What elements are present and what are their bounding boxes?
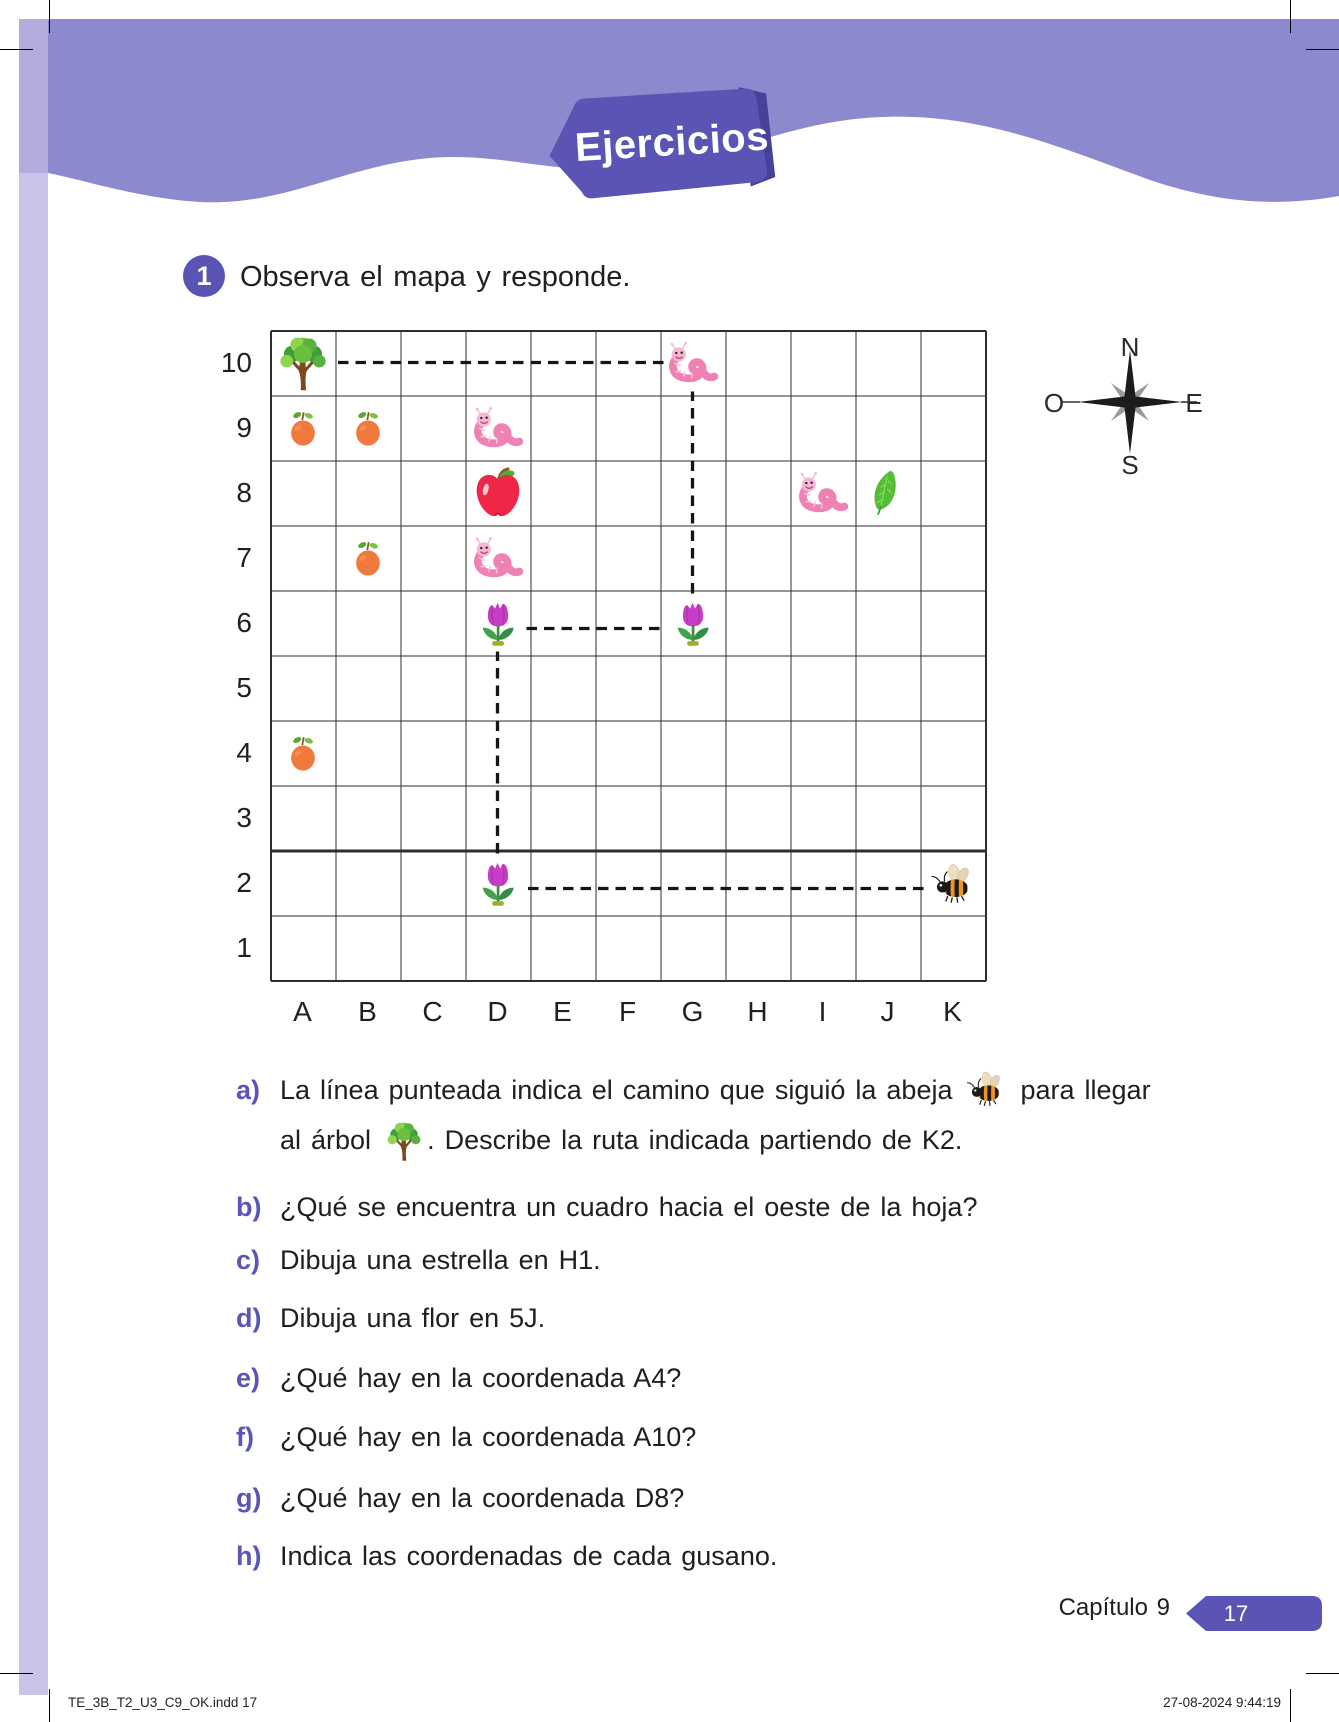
col-label: J: [880, 996, 895, 1027]
question-row-c: c) Dibuja una estrella en H1.: [236, 1235, 1276, 1285]
chapter-label: Capítulo 9: [1058, 1594, 1170, 1621]
row-label: 8: [236, 476, 252, 508]
crop-mark: [1306, 1673, 1339, 1674]
page-number: 17: [1224, 1601, 1248, 1626]
compass-west-label: O: [1044, 388, 1064, 418]
ejercicios-banner: Ejercicios: [549, 87, 776, 199]
row-label: 10: [220, 346, 252, 378]
question-row-f: f) ¿Qué hay en la coordenada A10?: [236, 1412, 1276, 1462]
col-label: K: [943, 996, 962, 1027]
exercise-number-badge: 1: [183, 255, 225, 297]
col-label: F: [618, 996, 637, 1027]
row-label: 6: [236, 606, 252, 638]
tulip-icon: [471, 596, 525, 650]
col-label: I: [818, 996, 827, 1027]
left-stripe: [19, 19, 48, 1695]
orange-icon: [345, 405, 391, 451]
worm-icon: [471, 536, 525, 580]
left-stripe-overlap: [19, 19, 48, 173]
crop-mark: [1306, 49, 1339, 50]
orange-icon: [280, 405, 326, 451]
crop-mark: [0, 1673, 33, 1674]
row-label: 9: [236, 411, 252, 443]
question-text: Dibuja una flor en 5J.: [280, 1303, 546, 1333]
question-text: ¿Qué hay en la coordenada A4?: [280, 1363, 682, 1393]
compass-star-main: [1078, 350, 1182, 454]
page-title: Observa el mapa y responde.: [240, 261, 631, 293]
print-datetime: 27-08-2024 9:44:19: [1163, 1695, 1281, 1710]
crop-mark: [1290, 1689, 1291, 1722]
col-label: E: [553, 996, 572, 1027]
crop-mark: [49, 0, 50, 33]
col-label: G: [681, 996, 704, 1027]
orange-icon: [280, 730, 326, 776]
map-grid: [270, 330, 987, 987]
crop-mark: [49, 1689, 50, 1722]
compass-south-label: S: [1121, 450, 1138, 480]
question-row-g: g) ¿Qué hay en la coordenada D8?: [236, 1473, 1276, 1523]
grid-lines: [270, 330, 987, 982]
worm-icon: [666, 341, 720, 385]
question-letter: e): [236, 1363, 261, 1393]
col-label: C: [422, 996, 443, 1027]
exercise-number: 1: [196, 260, 212, 291]
col-label: D: [487, 996, 508, 1027]
question-row-a: a) La línea punteada indica el camino que…: [236, 1065, 1276, 1165]
question-text: ¿Qué se encuentra un cuadro hacia el oes…: [280, 1192, 978, 1222]
page-number-tag: 17: [1186, 1596, 1322, 1631]
question-row-b: b) ¿Qué se encuentra un cuadro hacia el o…: [236, 1182, 1276, 1232]
col-label: H: [747, 996, 768, 1027]
question-letter: b): [236, 1192, 262, 1222]
col-label: A: [293, 996, 312, 1027]
orange-icon: [345, 535, 391, 581]
question-row-h: h) Indica las coordenadas de cada gusano.: [236, 1531, 1276, 1581]
crop-mark: [1290, 0, 1291, 33]
question-letter: d): [236, 1303, 262, 1333]
leaf-icon: [864, 469, 912, 517]
row-label: 2: [236, 866, 252, 898]
row-label: 7: [236, 541, 252, 573]
bee-icon: [964, 1070, 1008, 1107]
col-label: B: [358, 996, 377, 1027]
question-letter: g): [236, 1483, 262, 1513]
question-text: ¿Qué hay en la coordenada D8?: [280, 1483, 685, 1513]
row-label: 4: [236, 736, 252, 768]
question-text: La línea punteada indica el camino que s…: [280, 1065, 1274, 1165]
compass-east-label: E: [1185, 388, 1202, 418]
question-row-d: d) Dibuja una flor en 5J.: [236, 1293, 1276, 1343]
question-text: Indica las coordenadas de cada gusano.: [280, 1541, 778, 1571]
bee-icon: [928, 862, 978, 904]
tulip-icon: [666, 596, 720, 650]
tree-icon: [274, 334, 332, 392]
question-letter: c): [236, 1245, 261, 1275]
tree-icon: [383, 1117, 425, 1165]
question-text: ¿Qué hay en la coordenada A10?: [280, 1422, 697, 1452]
compass-north-label: N: [1121, 332, 1140, 362]
question-row-e: e) ¿Qué hay en la coordenada A4?: [236, 1353, 1276, 1403]
row-label: 5: [236, 671, 252, 703]
question-letter: a): [236, 1075, 261, 1105]
print-filename: TE_3B_T2_U3_C9_OK.indd 17: [68, 1695, 258, 1710]
row-label: 3: [236, 801, 252, 833]
worm-icon: [471, 406, 525, 450]
tulip-icon: [471, 856, 525, 910]
crop-mark: [0, 49, 33, 50]
question-letter: h): [236, 1541, 262, 1571]
worm-icon: [796, 471, 850, 515]
compass-rose: N S O E: [1044, 332, 1203, 480]
row-label: 1: [236, 931, 252, 963]
apple-icon: [469, 464, 527, 522]
question-letter: f): [236, 1422, 254, 1452]
question-text: Dibuja una estrella en H1.: [280, 1245, 601, 1275]
